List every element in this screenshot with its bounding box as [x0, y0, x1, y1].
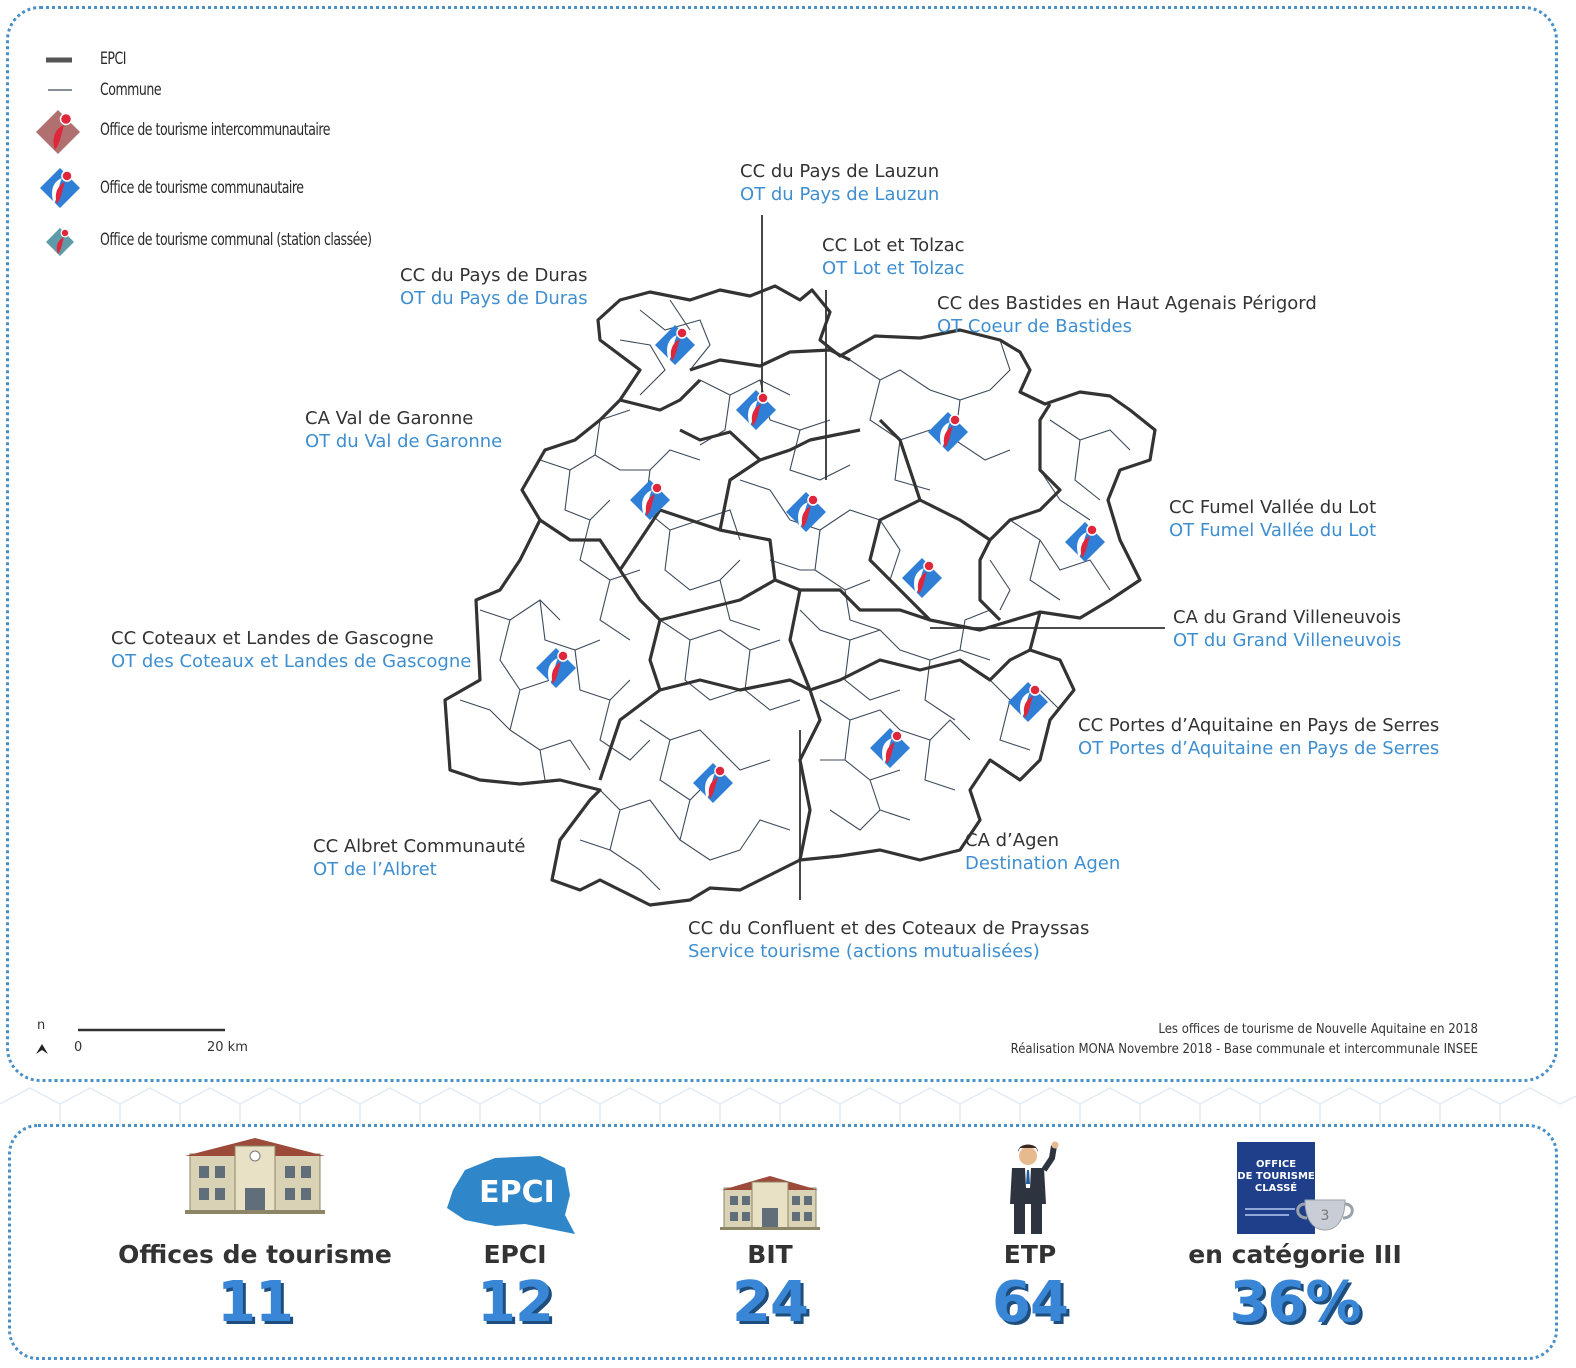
- office-marker-bastides: [927, 411, 969, 453]
- leader-lines: [761, 215, 1165, 900]
- stat-bit-value: 24: [732, 1270, 809, 1335]
- office-marker-duras: [654, 324, 696, 366]
- label-portes-aquitaine: CC Portes d’Aquitaine en Pays de Serres O…: [1078, 715, 1440, 759]
- epci-badge-icon: EPCI: [447, 1156, 575, 1234]
- bit-building-icon: [720, 1176, 820, 1230]
- plaque-line-3: CLASSÉ: [1255, 1181, 1297, 1194]
- credit-source: Réalisation MONA Novembre 2018 - Base co…: [1010, 1042, 1478, 1057]
- plaque-line-2: DE TOURISME: [1237, 1171, 1315, 1182]
- map-panel: [6, 6, 1558, 1082]
- label-confluent: CC du Confluent et des Coteaux de Prayss…: [688, 918, 1090, 962]
- label-bastides: CC des Bastides en Haut Agenais Périgord…: [937, 293, 1317, 337]
- label-val-de-garonne: CA Val de Garonne OT du Val de Garonne: [305, 408, 503, 452]
- stat-category-caption: en catégorie III: [1188, 1240, 1402, 1269]
- label-villeneuvois: CA du Grand Villeneuvois OT du Grand Vill…: [1173, 607, 1402, 651]
- tourism-office-building-icon: [185, 1138, 325, 1214]
- scale-start: 0: [74, 1040, 83, 1055]
- office-marker-villeneuvois: [901, 557, 943, 599]
- legend-commune: Commune: [100, 80, 162, 100]
- office-marker-albret: [692, 762, 734, 804]
- office-marker-lauzun: [735, 389, 777, 431]
- north-label: n: [37, 1018, 46, 1033]
- legend-epci: EPCI: [100, 49, 126, 69]
- stats-panel: [8, 1124, 1558, 1360]
- plaque-line-1: OFFICE: [1256, 1159, 1296, 1170]
- legend-communal: Office de tourisme communal (station cla…: [100, 230, 372, 250]
- trophy-number: 3: [1321, 1208, 1330, 1224]
- office-marker-coteaux-landes: [535, 647, 577, 689]
- classified-office-plaque-icon: OFFICE DE TOURISME CLASSÉ 3: [1237, 1142, 1354, 1234]
- stat-offices-caption: Offices de tourisme: [118, 1240, 392, 1269]
- stat-etp-caption: ETP: [1003, 1240, 1057, 1269]
- label-albret: CC Albret Communauté OT de l’Albret: [313, 836, 526, 880]
- label-duras: CC du Pays de Duras OT du Pays de Duras: [400, 265, 588, 309]
- label-lauzun: CC du Pays de Lauzun OT du Pays de Lauzun: [740, 161, 940, 205]
- stat-offices-value: 11: [217, 1270, 294, 1335]
- stat-category-value: 36%: [1229, 1270, 1361, 1335]
- epci-boundaries: [443, 284, 1157, 907]
- office-marker-lot-tolzac: [785, 491, 827, 533]
- legend-symbols: [35, 57, 81, 257]
- intercommunal-office-icon: [35, 109, 81, 155]
- scale-bar: [36, 1028, 225, 1054]
- scale-end: 20 km: [207, 1040, 248, 1055]
- office-marker-val-de-garonne: [629, 479, 671, 521]
- legend-intercommunal: Office de tourisme intercommunautaire: [100, 120, 330, 140]
- staff-person-icon: [1010, 1141, 1059, 1234]
- stat-epci-caption: EPCI: [483, 1240, 547, 1269]
- community-office-icon: [39, 167, 81, 209]
- epci-badge-text: EPCI: [479, 1175, 555, 1210]
- label-agen: CA d’Agen Destination Agen: [965, 830, 1121, 874]
- credit-title: Les offices de tourisme de Nouvelle Aqui…: [1158, 1022, 1478, 1037]
- commune-boundaries: [459, 299, 1131, 891]
- stat-etp-value: 64: [992, 1270, 1069, 1335]
- hexagon-pattern: [0, 1087, 1576, 1126]
- legend-community: Office de tourisme communautaire: [100, 178, 304, 198]
- stat-bit-caption: BIT: [747, 1240, 793, 1269]
- north-arrow-icon: [36, 1044, 48, 1054]
- office-marker-portes-aquitaine: [1007, 681, 1049, 723]
- office-marker-agen: [869, 727, 911, 769]
- label-lot-tolzac: CC Lot et Tolzac OT Lot et Tolzac: [822, 235, 965, 279]
- communal-office-icon: [45, 227, 75, 257]
- label-coteaux-landes: CC Coteaux et Landes de Gascogne OT des C…: [111, 628, 472, 672]
- stat-epci-value: 12: [477, 1270, 554, 1335]
- label-fumel: CC Fumel Vallée du Lot OT Fumel Vallée du…: [1169, 497, 1377, 541]
- office-marker-fumel: [1064, 521, 1106, 563]
